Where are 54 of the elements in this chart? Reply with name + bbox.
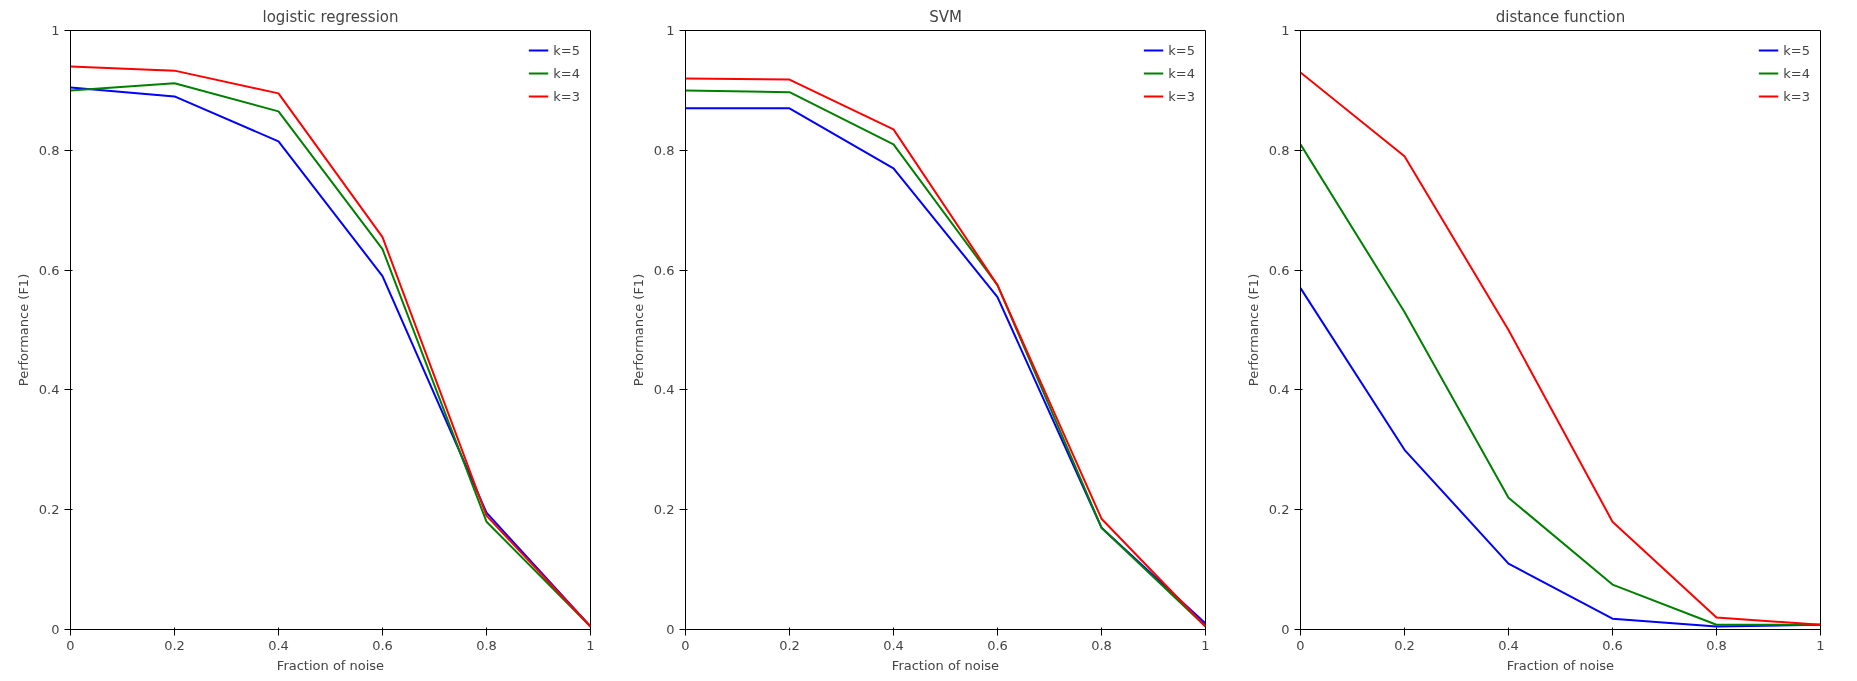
y-axis-title: Performance (F1) [1245,273,1261,387]
y-tick-label: 1 [666,23,675,38]
y-tick-label: 1 [51,23,60,38]
x-tick-label: 0.2 [779,637,800,653]
y-tick-label: 0.2 [1268,502,1290,518]
x-tick-label: 0.8 [1091,637,1112,653]
y-tick-label: 0.6 [1268,262,1290,278]
y-tick-label: 0.8 [1268,142,1290,158]
legend-label: k=3 [553,88,580,104]
y-tick-label: 0 [51,622,60,637]
y-axis-title: Performance (F1) [15,273,31,387]
legend-label: k=4 [1168,65,1195,81]
legend-label: k=5 [553,42,580,58]
x-tick-label: 0.6 [987,637,1008,653]
y-tick-label: 0.8 [653,142,675,158]
y-tick-label: 0.2 [38,502,60,518]
y-tick-label: 0.8 [38,142,60,158]
x-tick-label: 0 [681,637,690,653]
x-tick-label: 1 [586,637,595,653]
x-tick-label: 0.4 [883,637,904,653]
legend-label: k=5 [1168,42,1195,58]
y-tick-label: 0 [666,622,675,637]
x-tick-label: 1 [1201,637,1210,653]
x-axis-title: Fraction of noise [1506,657,1615,673]
y-tick-label: 0.2 [653,502,675,518]
chart-title: distance function [1495,7,1626,26]
y-axis-title: Performance (F1) [630,273,646,387]
x-tick-label: 0.2 [1394,637,1415,653]
legend-label: k=4 [1783,65,1810,81]
y-tick-label: 0.6 [653,262,675,278]
y-tick-label: 0.4 [1268,382,1290,398]
legend-label: k=5 [1783,42,1810,58]
legend-label: k=4 [553,65,580,81]
y-tick-label: 1 [1281,23,1290,38]
x-tick-label: 0 [1296,637,1305,653]
x-tick-label: 1 [1816,637,1825,653]
x-tick-label: 0.8 [1706,637,1727,653]
x-tick-label: 0.2 [164,637,185,653]
x-tick-label: 0.8 [476,637,497,653]
chart-title: logistic regression [262,7,399,26]
legend-label: k=3 [1783,88,1810,104]
x-axis-title: Fraction of noise [276,657,385,673]
chart-title: SVM [929,7,962,26]
x-tick-label: 0.6 [372,637,393,653]
y-tick-label: 0.4 [38,382,60,398]
x-tick-label: 0 [66,637,75,653]
y-tick-label: 0 [1281,622,1290,637]
x-axis-title: Fraction of noise [891,657,1000,673]
y-tick-label: 0.4 [653,382,675,398]
y-tick-label: 0.6 [38,262,60,278]
x-tick-label: 0.6 [1602,637,1623,653]
x-tick-label: 0.4 [1498,637,1519,653]
x-tick-label: 0.4 [268,637,289,653]
legend-label: k=3 [1168,88,1195,104]
